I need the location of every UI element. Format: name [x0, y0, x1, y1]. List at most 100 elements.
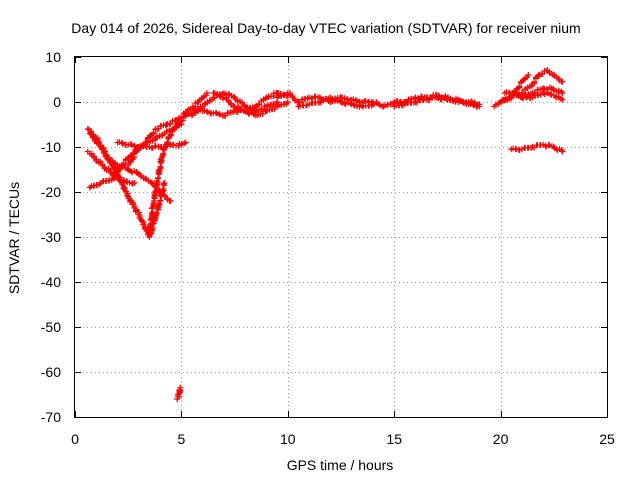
- segment-arc-afternoon-2-5: [446, 95, 460, 104]
- segment-arc-rising-steep-1: [151, 177, 161, 202]
- segment-arc-mid-day-8: [361, 97, 375, 106]
- segment-arc-rising-upper-4: [164, 117, 179, 128]
- segment-arc-evening-low-3: [552, 93, 564, 102]
- segment-arc-early-upper-7: [154, 131, 166, 140]
- segment-arc-evening-low-0: [520, 93, 534, 102]
- segment-arc-early-upper-0: [88, 181, 103, 190]
- segment-arc-early-flat-1: [127, 141, 141, 150]
- segment-arc-mid-day-2-6: [360, 102, 375, 109]
- segment-arc-morning-band-6: [253, 103, 268, 114]
- segment-arc-evening-negative-4: [551, 145, 565, 154]
- segment-arc-evening-rise-0: [492, 100, 502, 108]
- y-tick-label--70: -70: [41, 409, 61, 425]
- segment-arc-evening-mid-4: [541, 84, 553, 93]
- segment-arc-rising-upper-5: [175, 108, 189, 122]
- y-tick-label--60: -60: [41, 364, 61, 380]
- x-tick-label-10: 10: [280, 431, 296, 447]
- segment-arc-afternoon-2-2: [414, 97, 427, 106]
- segment-arc-early-descending-short-4: [126, 167, 141, 177]
- point-arc-evening-mid-6: [559, 90, 566, 96]
- segment-arc-morning-low-2: [222, 108, 237, 119]
- x-axis-label: GPS time / hours: [287, 457, 394, 473]
- segment-arc-mid-day-2-2: [317, 95, 332, 106]
- segment-arc-evening-negative-2: [531, 142, 544, 151]
- segment-arc-evening-negative-0: [510, 145, 523, 153]
- segment-arc-evening-low-2: [541, 89, 555, 98]
- segment-arc-evening-negative-1: [521, 144, 534, 151]
- segment-arc-afternoon-2-7: [467, 100, 481, 110]
- segment-arc-early-descending-short-1: [99, 144, 112, 162]
- segment-arc-rising-upper-3: [154, 122, 169, 133]
- segment-arc-morning-band-0: [190, 103, 204, 117]
- segment-arc-evening-upper-5: [546, 68, 556, 78]
- segment-arc-afternoon-2-0: [392, 102, 406, 109]
- y-axis-ticks: -70 -60 -50 -40 -30 -20 -10 0 10: [41, 49, 607, 425]
- segment-arc-afternoon-2-1: [404, 99, 417, 106]
- segment-arc-evening-upper-4: [536, 67, 550, 78]
- segment-arc-early-flat-3: [148, 142, 162, 152]
- x-tick-label-20: 20: [493, 431, 509, 447]
- segment-arc-evening-low-1: [531, 91, 544, 99]
- y-tick-label--30: -30: [41, 229, 61, 245]
- segment-arc-early-descending-short-8: [159, 189, 173, 204]
- segment-arc-morning-low-7: [275, 100, 290, 109]
- segment-arc-morning-peak-0: [211, 89, 226, 101]
- segment-arc-evening-mid-0: [503, 89, 516, 97]
- segment-arc-mid-day-2: [296, 95, 311, 106]
- y-tick-label-10: 10: [45, 49, 61, 65]
- y-tick-label--50: -50: [41, 319, 61, 335]
- y-tick-label-0: 0: [53, 94, 61, 110]
- segment-arc-evening-rise-3: [516, 77, 526, 91]
- data-points-layer: [84, 67, 566, 402]
- y-axis-label: SDTVAR / TECUs: [6, 182, 22, 294]
- x-tick-label-25: 25: [599, 431, 615, 447]
- segment-arc-morning-band-4: [232, 95, 248, 109]
- segment-arc-morning-peak-2: [232, 103, 247, 114]
- segment-arc-early-flat-6: [179, 140, 188, 147]
- segment-arc-early-flat-0: [116, 139, 129, 149]
- y-tick-label--20: -20: [41, 184, 61, 200]
- segment-arc-evening-upper-0: [499, 96, 513, 104]
- segment-arc-early-upper-1: [99, 177, 115, 185]
- segment-arc-mid-day-2-3: [329, 95, 344, 105]
- segment-arc-rising-steep-2: [155, 154, 165, 181]
- segment-arc-early-descending-long-4: [125, 195, 142, 216]
- segment-arc-rising-upper-7: [196, 92, 209, 104]
- segment-arc-evening-negative-3: [542, 141, 556, 150]
- segment-arc-afternoon-2-4: [435, 94, 450, 103]
- segment-arc-rising-upper-6: [185, 99, 201, 113]
- segment-arc-afternoon-0: [382, 100, 396, 109]
- x-tick-label-5: 5: [178, 431, 186, 447]
- segment-arc-early-descending-short-6: [143, 176, 154, 186]
- segment-arc-early-descending-short-5: [137, 172, 147, 182]
- segment-arc-afternoon-8: [468, 98, 481, 108]
- segment-arc-early-upper-3: [120, 154, 133, 168]
- segment-arc-rising-upper-0: [126, 149, 139, 166]
- segment-arc-morning-band-1: [201, 96, 215, 108]
- point-arc-mid-day-2-4: [338, 99, 344, 105]
- chart-title: Day 014 of 2026, Sidereal Day-to-day VTE…: [71, 20, 580, 36]
- segment-arc-early-descending-long-8: [151, 200, 163, 224]
- segment-arc-rising-upper-1: [135, 141, 147, 153]
- segment-arc-early-descending-short-0: [87, 131, 104, 149]
- segment-arc-morning-low-6: [264, 103, 279, 114]
- segment-arc-morning-low-4: [243, 108, 258, 118]
- segment-arc-afternoon-3: [414, 93, 428, 102]
- x-tick-label-0: 0: [71, 431, 79, 447]
- segment-outlier-low-3: [175, 387, 184, 398]
- segment-arc-mid-day-2-4: [339, 99, 354, 108]
- segment-arc-evening-upper-6: [551, 72, 565, 85]
- plot-frame: [74, 56, 608, 418]
- x-axis-ticks: 0 5 10 15 20 25: [71, 57, 615, 447]
- segment-arc-rising-steep-4: [166, 123, 179, 140]
- segment-arc-morning-low-5: [254, 107, 269, 118]
- y-tick-label--40: -40: [41, 274, 61, 290]
- segment-arc-morning-low-0: [201, 107, 215, 117]
- segment-arc-early-points-1: [88, 150, 122, 183]
- segment-arc-mid-day-3: [308, 93, 321, 102]
- segment-arc-early-descending-short-2: [107, 157, 119, 168]
- y-tick-label--10: -10: [41, 139, 61, 155]
- segment-arc-rising-steep-3: [159, 135, 172, 159]
- segment-arc-evening-upper-3: [531, 73, 541, 87]
